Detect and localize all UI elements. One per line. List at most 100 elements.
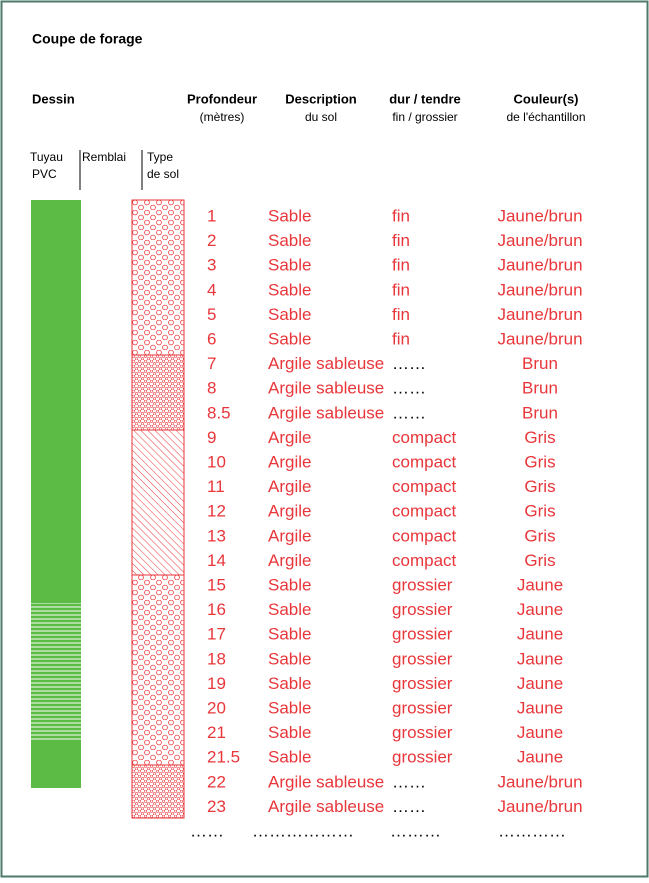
description: Argile xyxy=(268,526,311,545)
hardness: fin xyxy=(392,305,410,324)
description: Argile xyxy=(268,551,311,570)
soil-sand xyxy=(131,199,185,356)
hardness: compact xyxy=(392,526,457,545)
footer-dots: …… xyxy=(190,821,224,840)
hardness: grossier xyxy=(392,600,453,619)
soil-column xyxy=(131,199,185,819)
soil-sandy-clay xyxy=(131,354,185,431)
color: Gris xyxy=(524,477,555,496)
pvc-pipe xyxy=(31,200,81,603)
description: Argile sableuse xyxy=(268,354,384,373)
depth: 8.5 xyxy=(207,403,231,422)
depth: 23 xyxy=(207,797,226,816)
color: Jaune xyxy=(517,649,563,668)
description: Sable xyxy=(268,305,311,324)
description: Argile sableuse xyxy=(268,772,384,791)
color: Jaune xyxy=(517,748,563,767)
description: Sable xyxy=(268,231,311,250)
hardness: compact xyxy=(392,551,457,570)
hardness: fin xyxy=(392,256,410,275)
color: Brun xyxy=(522,354,558,373)
depth: 2 xyxy=(207,231,216,250)
color: Jaune xyxy=(517,723,563,742)
hardness: grossier xyxy=(392,723,453,742)
hardness: …… xyxy=(392,403,426,422)
depth: 1 xyxy=(207,206,216,225)
depth: 16 xyxy=(207,600,226,619)
description: Sable xyxy=(268,723,311,742)
color: Gris xyxy=(524,428,555,447)
hardness: grossier xyxy=(392,698,453,717)
description: Argile sableuse xyxy=(268,403,384,422)
color: Brun xyxy=(522,403,558,422)
column-label: PVC xyxy=(32,167,57,181)
description: Sable xyxy=(268,625,311,644)
hardness: compact xyxy=(392,452,457,471)
description: Argile xyxy=(268,428,311,447)
color: Gris xyxy=(524,551,555,570)
depth: 8 xyxy=(207,379,216,398)
hardness: …… xyxy=(392,772,426,791)
color: Jaune/brun xyxy=(497,280,582,299)
footer-dots: ……… xyxy=(390,821,441,840)
color: Gris xyxy=(524,526,555,545)
color: Jaune/brun xyxy=(497,329,582,348)
description: Argile xyxy=(268,502,311,521)
depth: 13 xyxy=(207,526,226,545)
header: Description xyxy=(285,91,357,106)
hardness: grossier xyxy=(392,625,453,644)
color: Jaune xyxy=(517,625,563,644)
hardness: compact xyxy=(392,502,457,521)
hardness: compact xyxy=(392,428,457,447)
soil-clay xyxy=(131,429,185,576)
hardness: fin xyxy=(392,280,410,299)
subheader: fin / grossier xyxy=(392,110,457,124)
color: Gris xyxy=(524,452,555,471)
color: Jaune xyxy=(517,575,563,594)
hardness: compact xyxy=(392,477,457,496)
depth: 6 xyxy=(207,329,216,348)
column-label: Remblai xyxy=(82,150,126,164)
depth: 18 xyxy=(207,649,226,668)
hardness: fin xyxy=(392,231,410,250)
color: Brun xyxy=(522,379,558,398)
column-label: Type xyxy=(147,150,173,164)
title: Coupe de forage xyxy=(32,31,143,47)
color: Jaune/brun xyxy=(497,231,582,250)
soil-sandy-clay xyxy=(131,764,185,819)
depth: 19 xyxy=(207,674,226,693)
depth: 22 xyxy=(207,772,226,791)
depth: 17 xyxy=(207,625,226,644)
depth: 3 xyxy=(207,256,216,275)
color: Jaune/brun xyxy=(497,256,582,275)
header: Dessin xyxy=(32,91,75,106)
description: Sable xyxy=(268,206,311,225)
pvc-screen xyxy=(31,603,81,740)
color: Jaune xyxy=(517,674,563,693)
soil-sand xyxy=(131,574,185,766)
depth: 7 xyxy=(207,354,216,373)
depth: 9 xyxy=(207,428,216,447)
color: Jaune xyxy=(517,600,563,619)
description: Argile sableuse xyxy=(268,797,384,816)
description: Argile xyxy=(268,452,311,471)
description: Sable xyxy=(268,575,311,594)
description: Sable xyxy=(268,674,311,693)
depth: 10 xyxy=(207,452,226,471)
color: Jaune/brun xyxy=(497,772,582,791)
description: Sable xyxy=(268,748,311,767)
depth: 21 xyxy=(207,723,226,742)
depth: 21.5 xyxy=(207,748,240,767)
description: Sable xyxy=(268,280,311,299)
hardness: …… xyxy=(392,379,426,398)
header: dur / tendre xyxy=(389,91,461,106)
color: Gris xyxy=(524,502,555,521)
description: Sable xyxy=(268,600,311,619)
hardness: fin xyxy=(392,206,410,225)
header: Couleur(s) xyxy=(514,91,579,106)
description: Sable xyxy=(268,649,311,668)
description: Argile sableuse xyxy=(268,379,384,398)
description: Sable xyxy=(268,698,311,717)
depth: 12 xyxy=(207,502,226,521)
